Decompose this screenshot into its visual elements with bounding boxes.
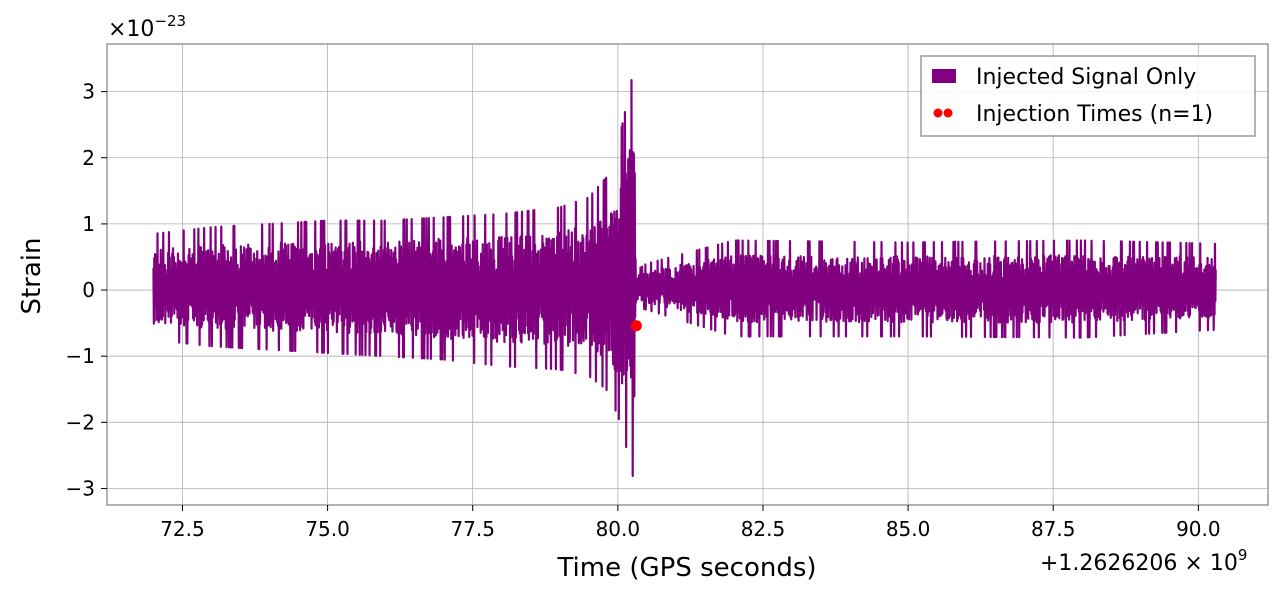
x-tick-label: 82.5: [741, 517, 786, 541]
y-tick-label: 0: [82, 278, 95, 302]
x-tick-label: 85.0: [886, 517, 931, 541]
plot-frame: [106, 43, 1269, 506]
injection-point: [630, 320, 642, 332]
x-tick-label: 75.0: [305, 517, 350, 541]
x-offset: +1.2626206 × 109: [1040, 546, 1247, 576]
y-tick-label: −2: [66, 410, 95, 434]
y-tick-label: −3: [66, 476, 95, 500]
x-tick-label: 77.5: [450, 517, 495, 541]
y-tick-label: −1: [66, 344, 95, 368]
x-axis-ticks: 72.5 75.0 77.5 80.0 82.5 85.0 87.5 90.0: [160, 505, 1221, 541]
x-tick-label: 80.0: [596, 517, 641, 541]
y-tick-label: 2: [82, 146, 95, 170]
x-tick-label: 87.5: [1031, 517, 1076, 541]
signal-trace: [152, 78, 1217, 478]
signal-layer: [152, 78, 1217, 478]
x-tick-label: 90.0: [1176, 517, 1221, 541]
y-multiplier: ×10−23: [108, 12, 186, 42]
y-tick-label: 1: [82, 212, 95, 236]
legend: Injected Signal Only Injection Times (n=…: [920, 55, 1256, 137]
y-tick-label: 3: [82, 80, 95, 104]
legend-swatch-signal: [932, 69, 956, 83]
legend-marker-injection-2: [943, 108, 953, 118]
legend-label-injection: Injection Times (n=1): [976, 102, 1213, 127]
x-tick-label: 72.5: [160, 517, 205, 541]
injection-markers: [630, 320, 642, 332]
legend-box: [920, 55, 1256, 137]
legend-marker-injection-1: [933, 108, 943, 118]
y-axis-label: Strain: [17, 237, 47, 314]
y-axis-ticks: −3 −2 −1 0 1 2 3: [66, 80, 107, 500]
legend-label-signal: Injected Signal Only: [976, 65, 1196, 90]
x-axis-label: Time (GPS seconds): [556, 553, 816, 583]
